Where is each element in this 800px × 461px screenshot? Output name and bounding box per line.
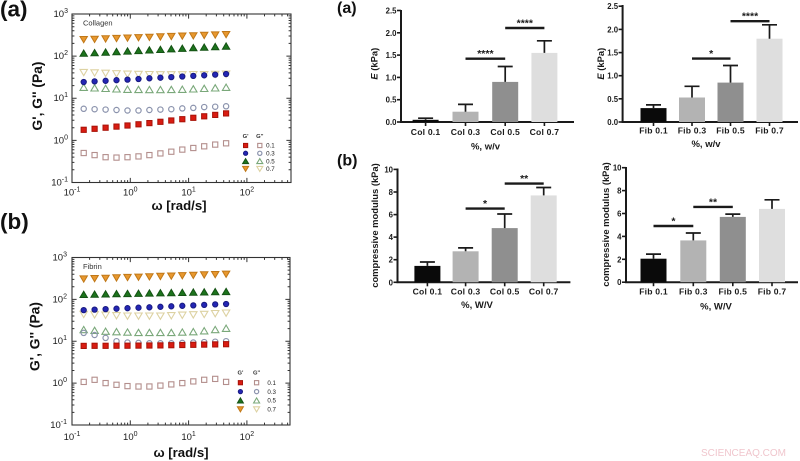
svg-text:compressive modulus (kPa): compressive modulus (kPa)	[600, 162, 611, 287]
svg-text:SCIENCEAQ.COM: SCIENCEAQ.COM	[701, 448, 786, 459]
svg-text:10: 10	[613, 164, 622, 173]
svg-text:8: 8	[389, 188, 394, 197]
svg-text:Fib 0.1: Fib 0.1	[639, 126, 668, 136]
svg-text:0.7: 0.7	[266, 166, 275, 173]
svg-text:Col 0.5: Col 0.5	[490, 287, 520, 297]
svg-text:**: **	[709, 196, 718, 208]
svg-text:****: ****	[517, 18, 534, 30]
svg-text:compressive modulus (kPa): compressive modulus (kPa)	[369, 163, 380, 288]
svg-text:0.0: 0.0	[607, 118, 619, 127]
svg-text:Col 0.1: Col 0.1	[411, 127, 441, 137]
svg-text:ω [rad/s]: ω [rad/s]	[151, 198, 206, 213]
svg-text:Fib 0.5: Fib 0.5	[718, 287, 747, 297]
svg-text:Fib 0.7: Fib 0.7	[755, 126, 784, 136]
svg-text:6: 6	[389, 211, 394, 220]
svg-text:4: 4	[617, 232, 622, 241]
svg-text:Col 0.3: Col 0.3	[451, 127, 481, 137]
svg-text:2.0: 2.0	[386, 29, 398, 38]
svg-text:****: ****	[477, 48, 494, 60]
svg-text:1.5: 1.5	[386, 51, 398, 60]
svg-text:Fib 0.1: Fib 0.1	[639, 287, 668, 297]
svg-text:G'': G''	[253, 371, 261, 377]
svg-text:0.1: 0.1	[267, 380, 276, 387]
svg-text:G': G'	[243, 134, 250, 140]
svg-text:*: *	[671, 216, 676, 228]
svg-text:0.3: 0.3	[266, 151, 275, 158]
svg-text:*: *	[709, 48, 714, 60]
svg-text:G': G'	[237, 371, 244, 377]
svg-text:G', G'' (Pa): G', G'' (Pa)	[30, 62, 45, 131]
svg-text:%, W/V: %, W/V	[700, 302, 732, 313]
svg-text:0.3: 0.3	[267, 389, 276, 396]
svg-text:0.5: 0.5	[267, 398, 276, 405]
svg-text:Fib 0.7: Fib 0.7	[758, 287, 787, 297]
svg-text:*: *	[483, 198, 488, 210]
svg-text:Col 0.5: Col 0.5	[490, 127, 520, 137]
svg-text:(b): (b)	[0, 209, 29, 234]
svg-text:0.0: 0.0	[386, 118, 398, 127]
svg-text:Fib 0.3: Fib 0.3	[678, 126, 707, 136]
svg-text:8: 8	[617, 187, 622, 196]
svg-text:G', G'' (Pa): G', G'' (Pa)	[28, 302, 43, 371]
svg-text:Col 0.1: Col 0.1	[413, 287, 443, 297]
svg-text:(a): (a)	[337, 0, 357, 17]
svg-text:E (kPa): E (kPa)	[595, 48, 606, 80]
svg-text:(b): (b)	[337, 153, 357, 170]
svg-text:Fib 0.3: Fib 0.3	[679, 287, 708, 297]
svg-text:%, w/v: %, w/v	[471, 142, 501, 153]
svg-text:Fib 0.5: Fib 0.5	[716, 126, 745, 136]
svg-text:1.0: 1.0	[386, 73, 398, 82]
svg-text:**: **	[520, 173, 529, 185]
svg-text:1.0: 1.0	[607, 72, 619, 81]
svg-text:0.1: 0.1	[266, 143, 275, 150]
svg-text:4: 4	[389, 233, 394, 242]
svg-text:G'': G''	[256, 134, 264, 140]
svg-text:0.5: 0.5	[607, 95, 619, 104]
svg-text:%, W/V: %, W/V	[461, 300, 493, 311]
svg-text:0.5: 0.5	[386, 96, 398, 105]
svg-text:0.5: 0.5	[266, 158, 275, 165]
svg-text:2: 2	[389, 256, 394, 265]
svg-text:Col 0.7: Col 0.7	[530, 127, 560, 137]
svg-text:Col 0.3: Col 0.3	[451, 287, 481, 297]
svg-text:6: 6	[617, 210, 622, 219]
svg-text:2.0: 2.0	[607, 25, 619, 34]
svg-text:ω [rad/s]: ω [rad/s]	[153, 445, 208, 460]
svg-text:Fibrin: Fibrin	[83, 262, 102, 271]
svg-text:10: 10	[384, 165, 393, 174]
svg-text:0.7: 0.7	[267, 407, 276, 414]
svg-text:1.5: 1.5	[607, 49, 619, 58]
svg-text:2: 2	[617, 255, 622, 264]
svg-text:(a): (a)	[0, 0, 28, 22]
svg-text:2.5: 2.5	[607, 2, 619, 11]
svg-text:%, w/v: %, w/v	[691, 139, 721, 150]
svg-text:2.5: 2.5	[386, 7, 398, 16]
svg-text:****: ****	[742, 11, 759, 23]
svg-text:Col 0.7: Col 0.7	[529, 287, 559, 297]
svg-text:0: 0	[389, 278, 394, 287]
svg-text:Collagen: Collagen	[83, 19, 113, 28]
svg-text:E (kPa): E (kPa)	[369, 48, 380, 80]
svg-text:0: 0	[617, 278, 622, 287]
